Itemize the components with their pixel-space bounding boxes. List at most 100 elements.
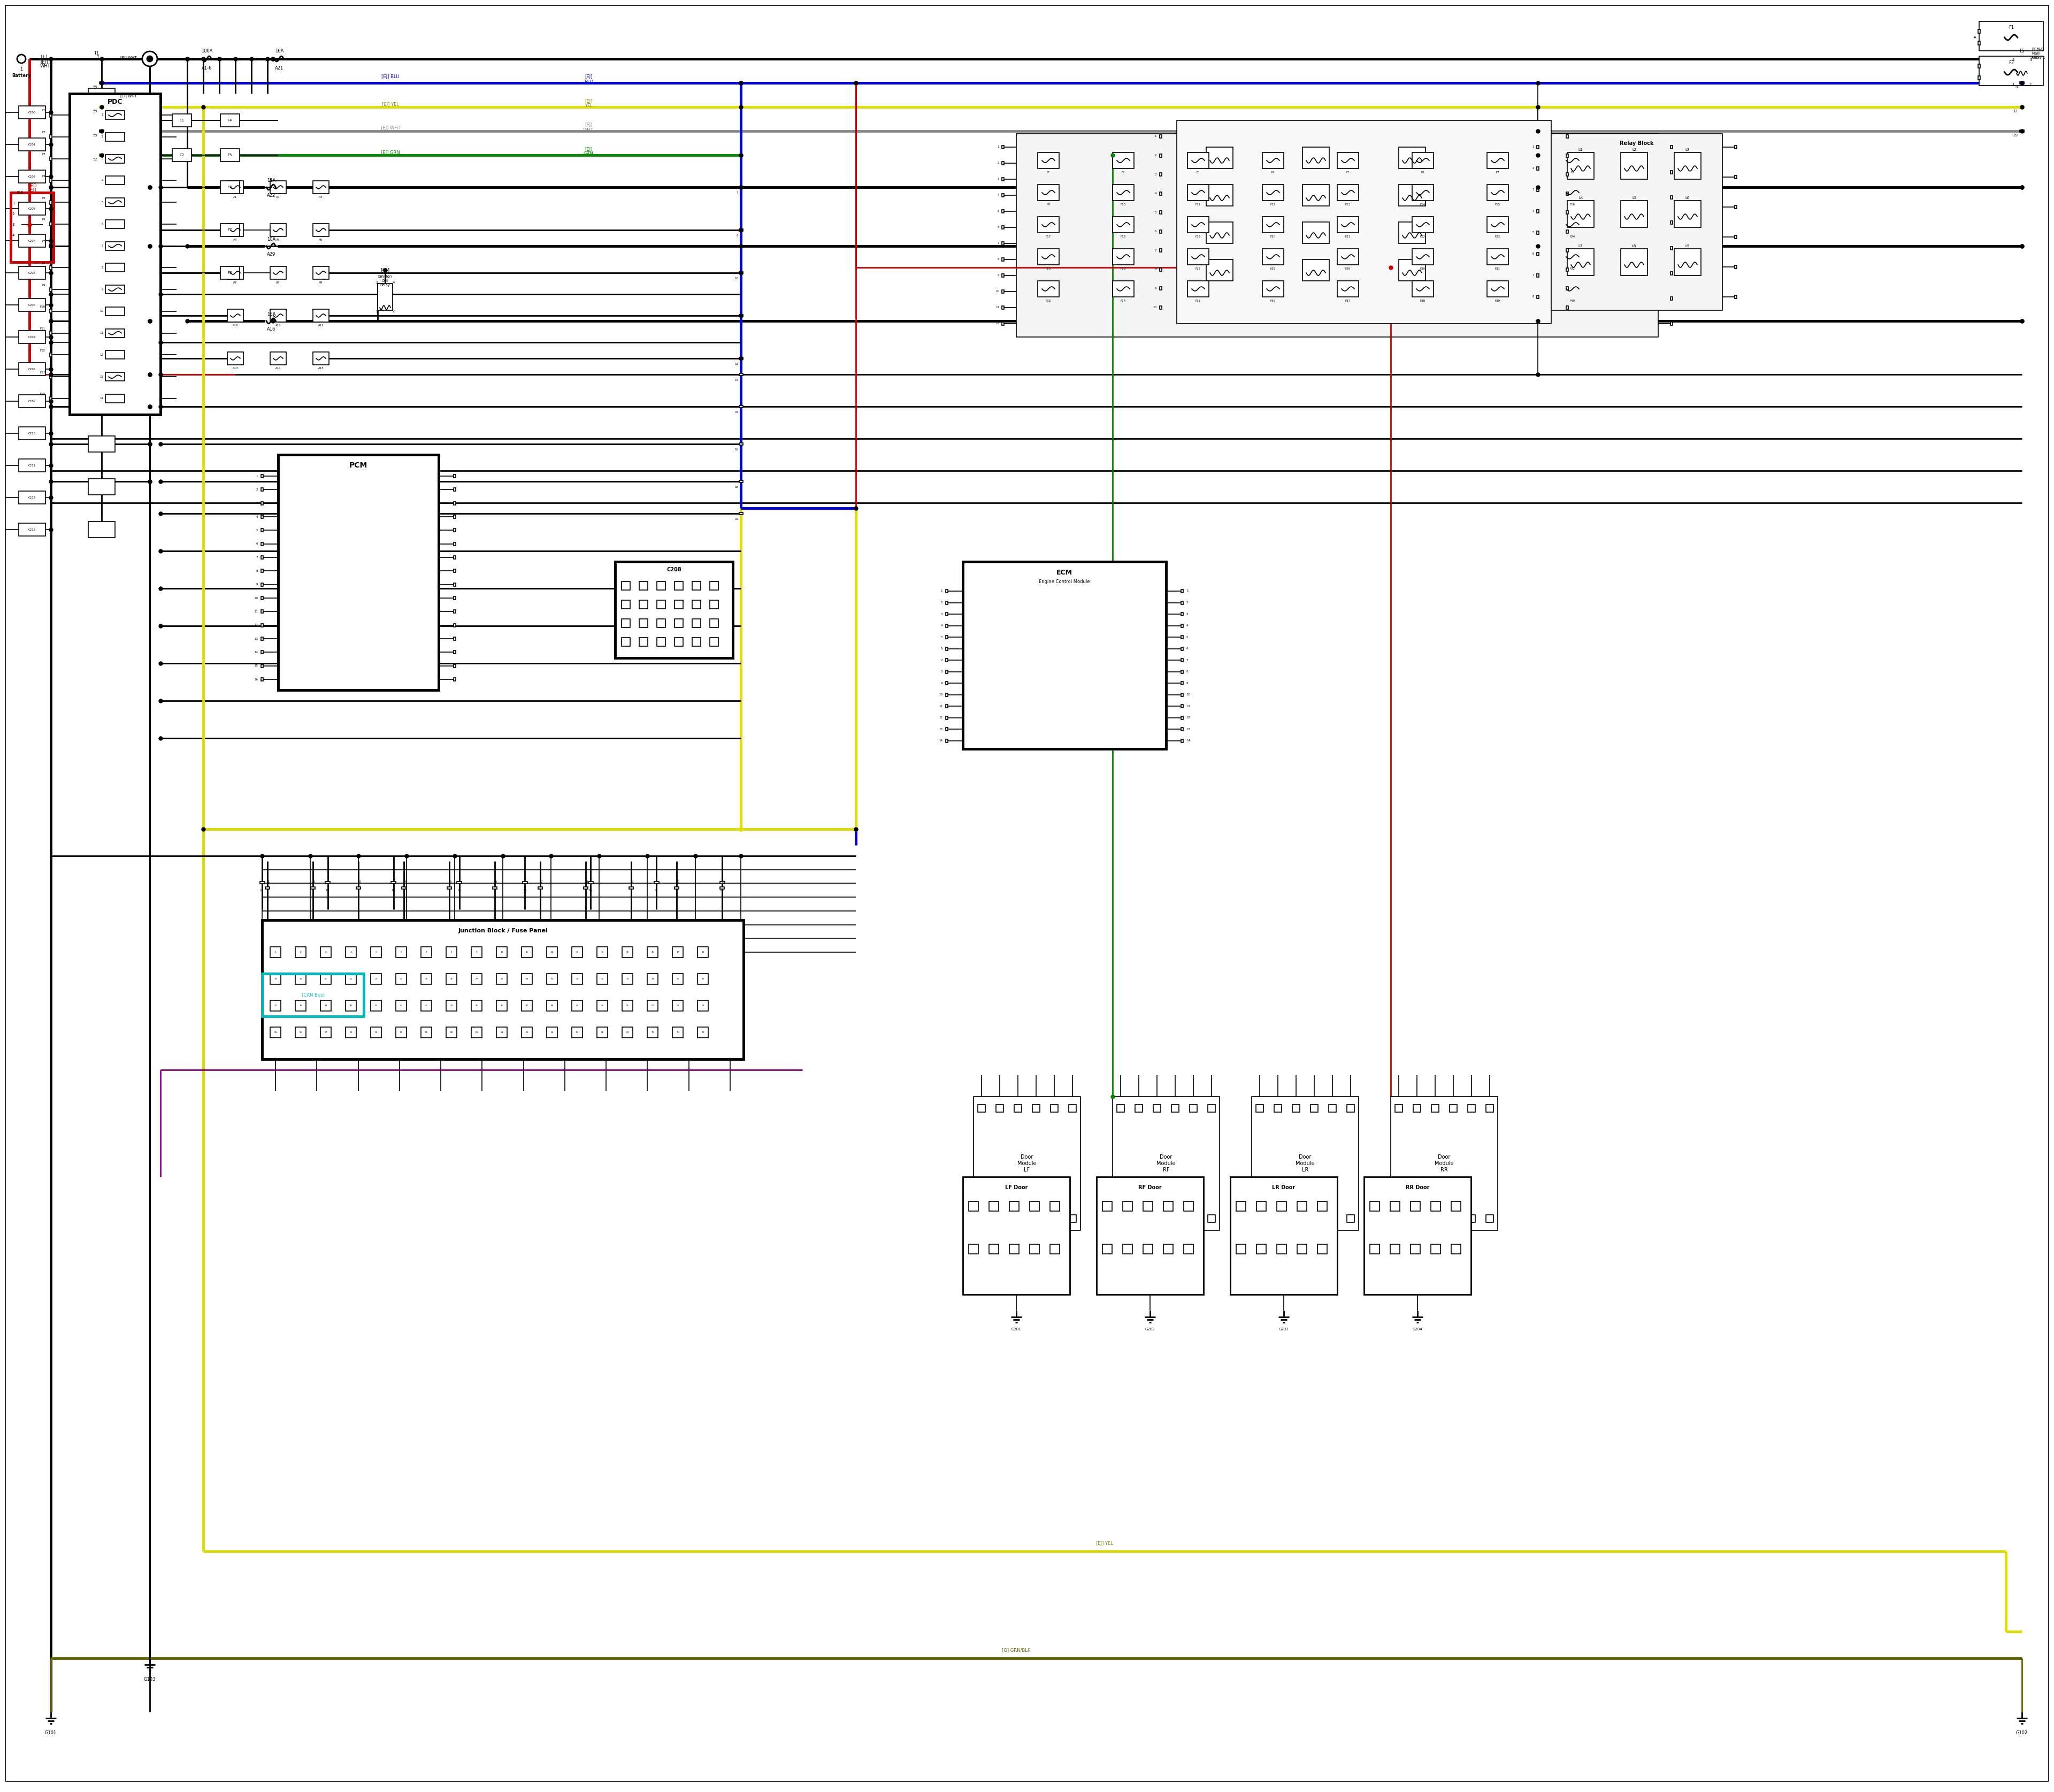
Bar	[88, 308, 115, 324]
Text: A13: A13	[232, 367, 238, 369]
Bar	[1674, 249, 1701, 276]
Bar	[18, 459, 45, 471]
Bar	[711, 600, 719, 609]
Text: [EI]: [EI]	[41, 59, 47, 65]
Text: 45: 45	[474, 1005, 479, 1007]
Bar	[1450, 1104, 1456, 1113]
Text: F13: F13	[39, 371, 45, 375]
Text: [EJ]: [EJ]	[585, 75, 592, 79]
Text: 15: 15	[255, 665, 259, 667]
Bar	[259, 882, 265, 883]
Bar	[1978, 29, 1980, 32]
Text: 16: 16	[651, 952, 653, 953]
Bar	[1183, 1244, 1193, 1254]
Bar	[1736, 296, 1738, 299]
Bar	[622, 946, 633, 957]
Bar	[454, 597, 456, 600]
Bar	[622, 1027, 633, 1038]
Text: F5: F5	[1345, 170, 1349, 174]
Text: C213: C213	[29, 529, 35, 530]
Bar	[1002, 194, 1004, 197]
Bar	[105, 328, 125, 337]
Bar	[1113, 1097, 1220, 1231]
Bar	[1181, 694, 1183, 697]
Text: 14: 14	[602, 952, 604, 953]
Bar	[49, 222, 51, 226]
Bar	[739, 229, 744, 231]
Text: 11: 11	[735, 319, 737, 323]
Text: F40: F40	[1569, 299, 1575, 303]
Text: RR Door: RR Door	[1405, 1185, 1430, 1190]
Bar	[1002, 242, 1004, 246]
Text: [EI] WHT: [EI] WHT	[121, 56, 136, 59]
Bar	[647, 1000, 657, 1011]
Bar	[1413, 152, 1434, 168]
Bar	[692, 581, 700, 590]
Bar	[1181, 704, 1183, 708]
Bar	[1567, 152, 1594, 179]
Bar	[421, 946, 431, 957]
Bar	[674, 600, 684, 609]
Bar	[1183, 1201, 1193, 1211]
Bar	[261, 556, 263, 559]
Bar	[228, 310, 242, 323]
Bar	[265, 887, 269, 889]
Bar	[1002, 306, 1004, 310]
Text: A3: A3	[318, 195, 322, 199]
Bar	[396, 1000, 407, 1011]
Text: 37: 37	[273, 1005, 277, 1007]
Bar	[639, 638, 647, 647]
Bar	[1413, 185, 1434, 201]
Text: 58: 58	[349, 1032, 353, 1034]
Bar	[571, 946, 583, 957]
Bar	[396, 1027, 407, 1038]
Bar	[421, 1000, 431, 1011]
Bar	[49, 310, 51, 314]
Bar	[271, 181, 286, 194]
Text: 3: 3	[12, 222, 14, 226]
Bar	[18, 202, 45, 215]
Bar	[1413, 217, 1434, 233]
Text: 60: 60	[401, 1032, 403, 1034]
Bar	[1337, 217, 1358, 233]
Text: L4: L4	[1577, 197, 1584, 199]
Bar	[522, 1000, 532, 1011]
Bar	[990, 1244, 998, 1254]
Text: F9: F9	[41, 283, 45, 287]
Text: 12: 12	[996, 323, 998, 324]
Bar	[396, 973, 407, 984]
Bar	[99, 106, 105, 108]
Bar	[1317, 1244, 1327, 1254]
Bar	[1002, 177, 1004, 181]
Bar	[271, 1000, 281, 1011]
Bar	[1670, 145, 1672, 149]
Bar	[345, 1000, 355, 1011]
Text: C210: C210	[29, 432, 35, 435]
Text: 13: 13	[575, 952, 579, 953]
Bar	[1413, 1215, 1421, 1222]
Bar	[228, 224, 242, 237]
Bar	[105, 176, 125, 185]
Bar	[1208, 1104, 1216, 1113]
Bar	[105, 111, 125, 120]
Bar	[711, 638, 719, 647]
Bar	[493, 887, 497, 889]
Text: F1: F1	[2009, 25, 2013, 30]
Bar	[1551, 134, 1723, 310]
Text: 26: 26	[450, 978, 452, 980]
Text: [CAN Bus]: [CAN Bus]	[302, 993, 325, 998]
Bar	[974, 1097, 1080, 1231]
Text: 11: 11	[939, 704, 943, 708]
Bar	[1567, 201, 1594, 228]
Bar	[1329, 1215, 1337, 1222]
Bar	[739, 357, 744, 360]
Bar	[1487, 281, 1508, 297]
Bar	[99, 154, 105, 156]
Text: F4: F4	[1271, 170, 1276, 174]
Bar	[672, 946, 684, 957]
Bar	[1736, 145, 1738, 149]
Bar	[522, 973, 532, 984]
Bar	[261, 502, 263, 505]
Text: 51: 51	[626, 1005, 629, 1007]
Text: A12: A12	[318, 324, 325, 326]
